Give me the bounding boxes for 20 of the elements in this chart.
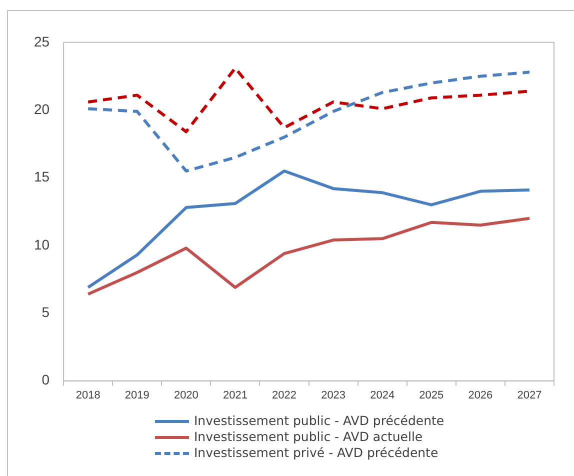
x-tick-label: 2026 bbox=[468, 389, 493, 402]
x-tick-label: 2025 bbox=[419, 389, 444, 402]
y-tick-label: 0 bbox=[42, 372, 50, 388]
y-tick-label: 5 bbox=[42, 304, 50, 320]
line-series bbox=[86, 70, 531, 172]
x-tick-label: 2027 bbox=[517, 389, 542, 402]
x-tick-label: 2023 bbox=[321, 389, 346, 402]
legend-label: Investissement privé - AVD précédente bbox=[194, 445, 438, 461]
x-tick-label: 2022 bbox=[272, 389, 297, 402]
x-tick-label: 2021 bbox=[222, 389, 248, 402]
y-tick-label: 20 bbox=[34, 100, 50, 117]
x-tick-label: 2024 bbox=[370, 389, 395, 402]
x-tick-label: 2018 bbox=[76, 389, 100, 402]
legend-label: Investissement public - AVD précédente bbox=[194, 413, 444, 429]
legend-label: Investissement public - AVD actuelle bbox=[194, 429, 423, 445]
x-tick-label: 2020 bbox=[174, 389, 198, 402]
y-tick-label: 25 bbox=[34, 33, 50, 50]
y-tick-label: 15 bbox=[34, 168, 50, 185]
y-tick-label: 10 bbox=[34, 236, 50, 252]
x-tick-label: 2019 bbox=[124, 389, 150, 402]
